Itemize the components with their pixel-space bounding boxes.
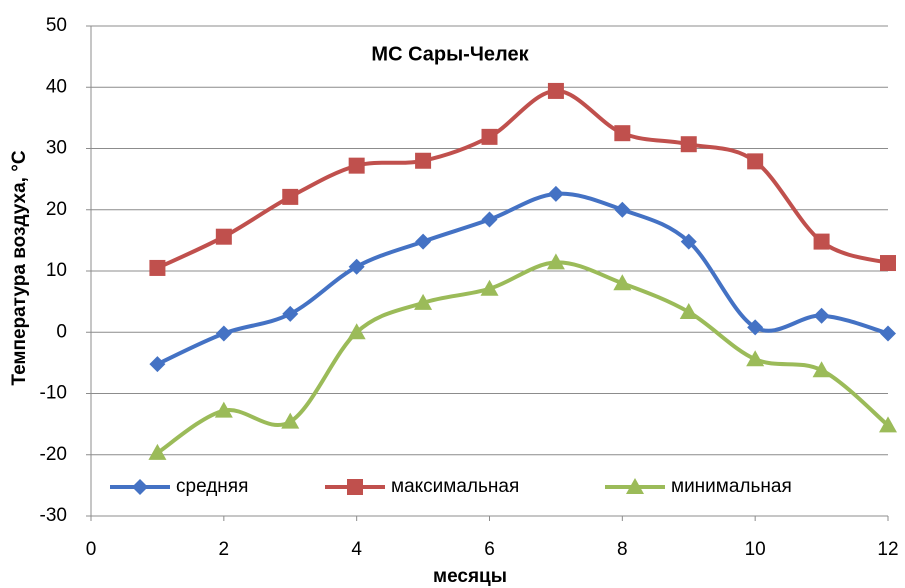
x-axis-label: месяцы — [433, 566, 507, 587]
chart-title: МС Сары-Челек — [371, 43, 529, 65]
data-point — [747, 319, 764, 336]
series-line — [156, 88, 889, 270]
data-point — [215, 228, 232, 245]
x-tick-label: 4 — [351, 539, 362, 560]
data-point — [480, 279, 499, 296]
data-point — [414, 293, 433, 310]
data-point — [680, 233, 697, 250]
data-point — [149, 356, 166, 373]
data-point — [880, 255, 896, 272]
data-point — [879, 416, 897, 433]
data-point — [481, 211, 498, 228]
data-point — [347, 323, 366, 340]
data-point — [680, 136, 697, 153]
y-tick-label: 50 — [46, 15, 67, 36]
x-tick-label: 12 — [877, 539, 898, 560]
legend-marker — [132, 479, 148, 495]
data-point — [746, 350, 765, 367]
y-tick-label: 0 — [56, 321, 67, 342]
series-line — [156, 260, 890, 455]
legend-label: средняя — [176, 476, 248, 497]
data-point — [747, 153, 764, 170]
data-point — [547, 82, 564, 99]
data-point — [614, 201, 631, 218]
data-point — [415, 152, 432, 169]
legend-label: максимальная — [391, 476, 519, 497]
data-point — [813, 233, 830, 250]
y-tick-label: 20 — [46, 199, 67, 220]
x-tick-label: 2 — [219, 539, 230, 560]
y-tick-label: 10 — [46, 260, 67, 281]
legend-marker — [626, 478, 644, 494]
data-point — [614, 125, 631, 142]
x-tick-label: 0 — [86, 539, 97, 560]
y-tick-label: -20 — [40, 444, 67, 465]
data-point — [547, 185, 564, 202]
data-point — [348, 157, 365, 174]
y-tick-label: 40 — [46, 76, 67, 97]
data-point — [812, 361, 831, 378]
data-point — [214, 401, 233, 418]
data-point — [679, 303, 698, 320]
data-point — [149, 259, 166, 276]
data-point — [880, 325, 896, 342]
y-tick-label: -10 — [40, 383, 67, 404]
x-tick-label: 8 — [617, 539, 628, 560]
y-tick-label: 30 — [46, 138, 67, 159]
data-point — [813, 307, 830, 324]
data-point — [281, 412, 300, 429]
legend-marker — [347, 479, 363, 495]
data-point — [282, 305, 299, 322]
x-tick-label: 10 — [745, 539, 766, 560]
data-point — [215, 325, 232, 342]
y-tick-label: -30 — [40, 505, 67, 526]
legend-label: минимальная — [671, 476, 792, 497]
data-point — [415, 233, 432, 250]
data-point — [613, 274, 632, 291]
data-point — [148, 443, 167, 460]
data-point — [282, 188, 299, 205]
x-tick-label: 6 — [484, 539, 495, 560]
data-point — [546, 253, 565, 270]
data-point — [481, 128, 498, 145]
y-axis-label: Температура воздуха, °С — [9, 150, 30, 385]
data-point — [348, 258, 365, 275]
series-line — [156, 191, 889, 366]
